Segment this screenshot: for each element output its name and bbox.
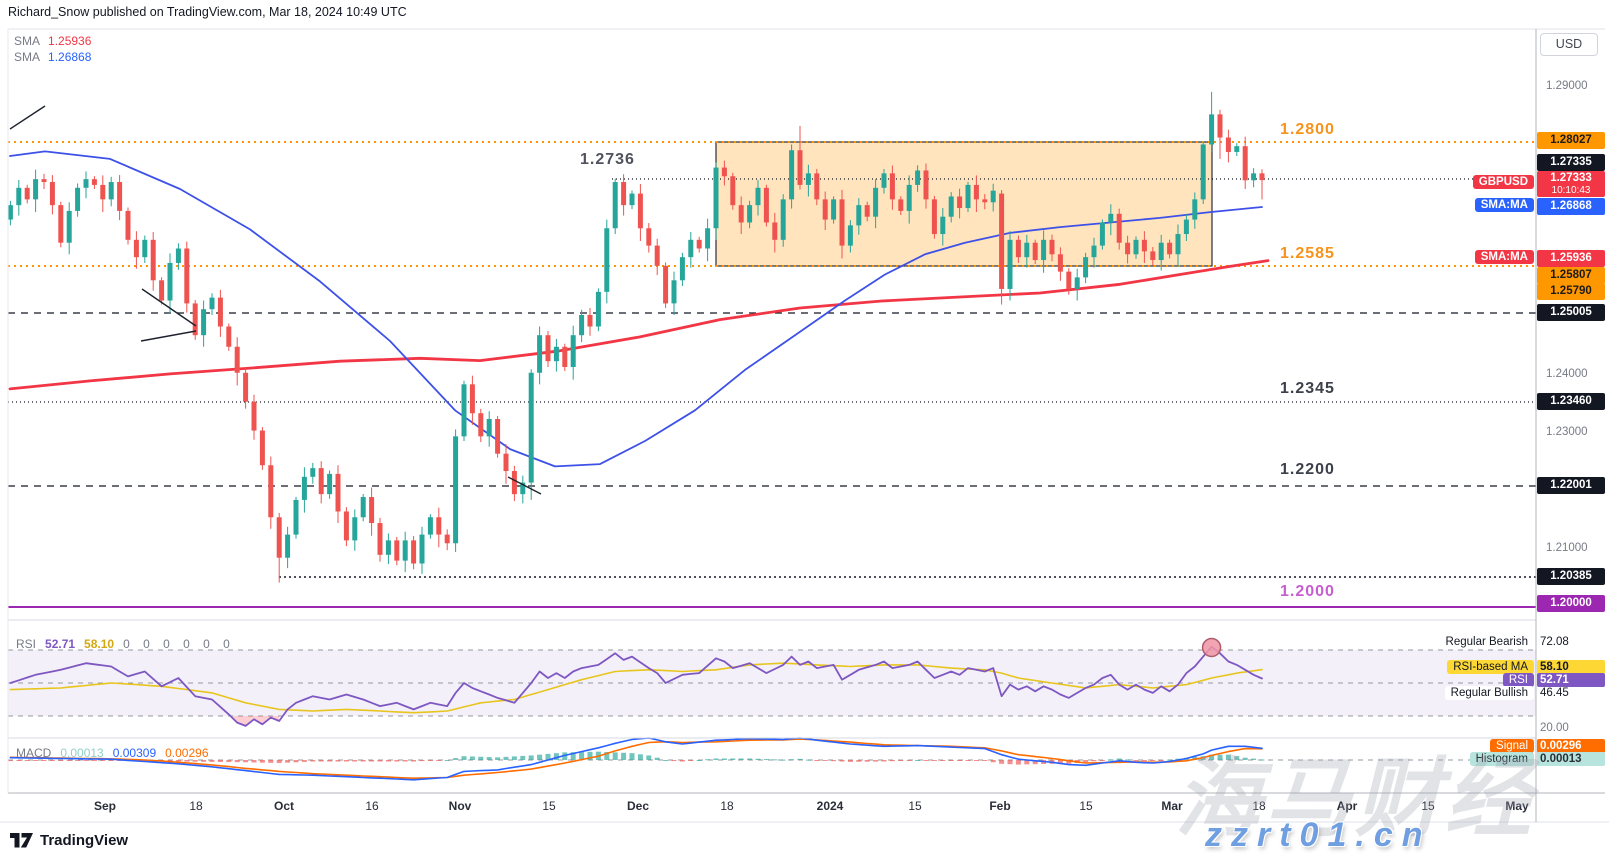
price-badge-1.25790: 1.25790 <box>1537 283 1605 300</box>
price-badge-value: 1.26868 <box>1550 200 1592 212</box>
price-badge-value: 1.28027 <box>1550 134 1592 146</box>
price-scale-label-1.29000: 1.29000 <box>1546 80 1588 92</box>
rsi-legend-value: 52.71 <box>45 637 76 651</box>
price-badge-value: 1.27333 <box>1550 172 1592 184</box>
macd-line-value: 0.00309 <box>112 746 157 760</box>
price-badge-1.23460: 1.23460 <box>1537 393 1605 410</box>
time-label-16: 16 <box>365 799 379 813</box>
indicator-value-0.00013: 0.00013 <box>1537 752 1605 766</box>
rsi-legend-title: RSI <box>16 637 37 651</box>
time-label-Mar: Mar <box>1161 799 1183 813</box>
sma-slow-value: 1.25936 <box>48 34 92 48</box>
price-badge-value: 1.23460 <box>1550 395 1592 407</box>
level-label-1.2736: 1.2736 <box>580 151 635 168</box>
price-badge-1.25936: 1.25936 <box>1537 250 1605 267</box>
tradingview-logo-icon <box>10 833 33 848</box>
sma-fast-value: 1.26868 <box>48 50 92 64</box>
time-label-18: 18 <box>720 799 734 813</box>
time-label-May: May <box>1505 799 1529 813</box>
sma-fast-label: SMA <box>14 50 41 64</box>
time-label-15: 15 <box>1079 799 1093 813</box>
indicator-value-58.10: 58.10 <box>1537 660 1605 674</box>
price-badge-1.25005: 1.25005 <box>1537 304 1605 321</box>
macd-legend: MACD 0.00013 0.00309 0.00296 <box>16 746 209 760</box>
price-badge-1.20000: 1.20000 <box>1537 595 1605 612</box>
indicator-label-regular-bearish: Regular Bearish <box>1439 635 1534 649</box>
series-chip-SMA:MA-2: SMA:MA <box>1474 250 1534 264</box>
tradingview-logo-text: TradingView <box>40 832 129 849</box>
sma-legend-slow: SMA 1.25936 <box>14 34 91 48</box>
watermark-url: zzrt01.cn <box>1205 816 1432 854</box>
sma-legend-fast: SMA 1.26868 <box>14 50 91 64</box>
indicator-value-52.71: 52.71 <box>1537 673 1605 687</box>
indicator-label-rsi-based-ma: RSI-based MA <box>1447 660 1534 674</box>
level-label-1.2000: 1.2000 <box>1280 583 1335 600</box>
macd-signal-value: 0.00296 <box>165 746 209 760</box>
price-scale-label-1.24000: 1.24000 <box>1546 368 1588 380</box>
level-label-1.2200: 1.2200 <box>1280 461 1335 478</box>
macd-legend-title: MACD <box>16 746 52 760</box>
time-label-18: 18 <box>189 799 203 813</box>
rsi-legend: RSI 52.71 58.10 0 0 0 0 0 0 <box>16 637 230 651</box>
rsi-legend-zeros: 0 0 0 0 0 0 <box>123 637 230 651</box>
time-label-Apr: Apr <box>1336 799 1358 813</box>
indicator-label-rsi: RSI <box>1502 673 1534 687</box>
indicator-value-0.00296: 0.00296 <box>1537 739 1605 753</box>
indicator-label-histogram: Histogram <box>1469 752 1534 766</box>
price-badge-value: 1.25005 <box>1550 306 1592 318</box>
time-label-Oct: Oct <box>273 799 294 813</box>
price-badge-value: 1.22001 <box>1550 479 1592 491</box>
indicator-label-signal: Signal <box>1490 739 1534 753</box>
series-chip-SMA:MA-1: SMA:MA <box>1474 198 1534 212</box>
time-label-Dec: Dec <box>626 799 649 813</box>
time-label-15: 15 <box>542 799 556 813</box>
level-label-1.2345: 1.2345 <box>1280 380 1335 397</box>
macd-hist-value: 0.00013 <box>60 746 104 760</box>
price-badge-value: 1.25790 <box>1550 285 1592 297</box>
time-label-18: 18 <box>1252 799 1266 813</box>
level-label-1.2585: 1.2585 <box>1280 245 1335 262</box>
price-badge-value: 1.25936 <box>1550 252 1592 264</box>
price-badge-1.22001: 1.22001 <box>1537 477 1605 494</box>
price-scale-label-1.23000: 1.23000 <box>1546 426 1588 438</box>
indicator-value-20.00: 20.00 <box>1540 722 1569 734</box>
price-badge-value: 1.27335 <box>1550 156 1592 168</box>
price-badge-1.26868: 1.26868 <box>1537 198 1605 215</box>
level-label-1.2800: 1.2800 <box>1280 121 1335 138</box>
series-chip-GBPUSD-0: GBPUSD <box>1472 175 1534 189</box>
tradingview-logo[interactable]: TradingView <box>10 832 128 849</box>
rsi-ma-legend-value: 58.10 <box>84 637 115 651</box>
publish-header: Richard_Snow published on TradingView.co… <box>8 5 407 19</box>
price-scale-label-1.21000: 1.21000 <box>1546 542 1588 554</box>
watermark-chinese: 海马财经 <box>1175 751 1535 847</box>
time-label-Feb: Feb <box>989 799 1011 813</box>
price-badge-1.28027: 1.28027 <box>1537 132 1605 149</box>
time-label-Sep: Sep <box>93 799 116 813</box>
sma-slow-label: SMA <box>14 34 41 48</box>
indicator-label-regular-bullish: Regular Bullish <box>1444 686 1534 700</box>
price-badge-value: 1.25807 <box>1550 269 1592 281</box>
price-badge-1.27335: 1.27335 <box>1537 154 1605 171</box>
price-badge-1.20385: 1.20385 <box>1537 568 1605 585</box>
currency-toggle-button[interactable]: USD <box>1540 33 1598 56</box>
price-badge-1.25807: 1.25807 <box>1537 267 1605 284</box>
price-badge-value: 1.20000 <box>1550 597 1592 609</box>
time-label-2024: 2024 <box>816 799 844 813</box>
time-label-15: 15 <box>1421 799 1435 813</box>
time-label-15: 15 <box>908 799 922 813</box>
price-badge-value: 1.20385 <box>1550 570 1592 582</box>
indicator-value-72.08: 72.08 <box>1540 636 1569 648</box>
countdown-timer: 10:10:43 <box>1551 185 1591 196</box>
price-badge-1.27333: 1.27333 10:10:43 <box>1537 171 1605 197</box>
indicator-value-46.45: 46.45 <box>1540 687 1569 699</box>
time-label-Nov: Nov <box>448 799 472 813</box>
